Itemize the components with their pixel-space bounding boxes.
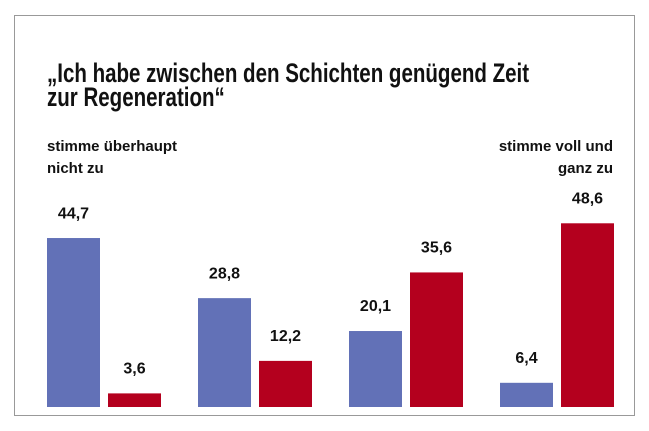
- title: „Ich habe zwischen den Schichten genügen…: [47, 58, 529, 112]
- value-label: 35,6: [421, 240, 452, 257]
- bar: [561, 223, 614, 407]
- value-label: 20,1: [360, 298, 391, 315]
- bar: [259, 360, 312, 407]
- bar: [349, 331, 402, 407]
- value-label: 6,4: [515, 350, 537, 367]
- chart-title: „Ich habe zwischen den Schichten genügen…: [47, 58, 529, 88]
- bar: [410, 272, 463, 407]
- annotation: stimme überhaupt: [47, 138, 177, 155]
- annotation: stimme voll und: [499, 138, 613, 155]
- annotation: nicht zu: [47, 160, 104, 177]
- value-label: 28,8: [209, 265, 240, 282]
- chart-title: zur Regeneration“: [47, 82, 225, 112]
- bar: [108, 393, 161, 407]
- value-label: 48,6: [572, 191, 603, 208]
- bar: [500, 382, 553, 407]
- value-label: 44,7: [58, 205, 89, 222]
- bar: [198, 298, 251, 407]
- value-label: 12,2: [270, 328, 301, 345]
- value-label: 3,6: [123, 361, 145, 378]
- frame: [14, 15, 635, 416]
- bar: [47, 238, 100, 407]
- annotation: ganz zu: [558, 160, 613, 177]
